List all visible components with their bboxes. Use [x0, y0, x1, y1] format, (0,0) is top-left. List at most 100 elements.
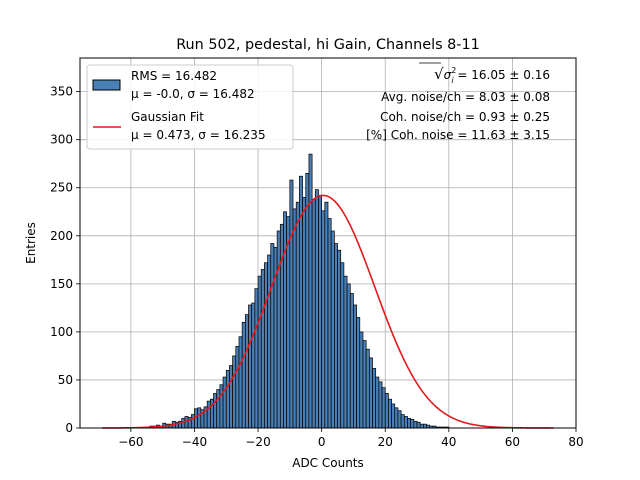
histogram-bar	[248, 304, 253, 429]
histogram-bar	[314, 189, 319, 429]
histogram-bar	[238, 336, 243, 429]
histogram-bar	[257, 275, 262, 429]
histogram-bar	[254, 288, 259, 429]
histogram-bar	[384, 393, 389, 429]
histogram-bar	[368, 357, 373, 429]
x-tick-label: 60	[505, 435, 520, 449]
avg-noise-annotation: Avg. noise/ch = 8.03 ± 0.08	[381, 90, 550, 104]
sqrt-sigma-annotation: √σ2 i = 16.05 ± 0.16	[434, 65, 550, 85]
histogram-bar	[330, 230, 335, 429]
chart-title: Run 502, pedestal, hi Gain, Channels 8-1…	[176, 37, 480, 53]
histogram-bar	[372, 368, 377, 429]
x-tick-label: 0	[318, 435, 326, 449]
legend-box	[86, 64, 294, 150]
histogram-bar	[334, 243, 338, 429]
histogram-bar	[241, 321, 246, 429]
gaussian-fit-line	[102, 194, 554, 429]
histogram-bar	[353, 304, 357, 429]
y-tick-label: 50	[58, 373, 73, 387]
histogram-bar	[346, 283, 351, 429]
histogram-bar	[337, 249, 342, 429]
legend-histogram-label: RMS = 16.482	[131, 69, 217, 83]
histogram-bar	[244, 314, 249, 429]
histogram-bar	[295, 201, 300, 429]
x-tick-label: −60	[118, 435, 143, 449]
histogram-bar	[327, 218, 332, 429]
histogram-bar	[349, 293, 354, 429]
histogram-bar	[289, 179, 294, 429]
histogram-bar	[407, 418, 412, 429]
histogram-bar	[400, 414, 405, 429]
histogram-bar	[219, 384, 224, 429]
sqrt-superscript: 2	[451, 66, 456, 75]
histogram-bar	[184, 416, 189, 429]
histogram-bar	[397, 410, 402, 429]
histogram-bars	[146, 153, 450, 429]
histogram-bar	[413, 420, 418, 429]
y-tick-label: 350	[50, 85, 73, 99]
x-axis-ticks: −60 −40 −20 0 20 40 60 80	[118, 428, 584, 449]
histogram-bar	[251, 302, 256, 429]
histogram-bar	[283, 211, 288, 429]
y-tick-label: 0	[65, 421, 73, 435]
y-tick-label: 200	[50, 229, 73, 243]
legend-fit-label: Gaussian Fit	[131, 110, 204, 124]
histogram-bar	[318, 195, 322, 429]
histogram-bar	[340, 262, 345, 429]
y-axis-label: Entries	[24, 222, 38, 264]
histogram-bar	[388, 398, 392, 429]
histogram-bar	[375, 376, 380, 429]
histogram-bar	[197, 407, 202, 429]
histogram-bar	[232, 355, 237, 429]
histogram-bar	[305, 172, 310, 429]
histogram-bar	[381, 387, 386, 429]
histogram-bar	[321, 210, 326, 429]
histogram-bar	[264, 262, 268, 429]
histogram-bar	[403, 416, 408, 429]
histogram-bar	[359, 331, 364, 429]
histogram-bar	[206, 400, 211, 429]
histogram-bar	[213, 393, 218, 429]
sqrt-subscript: i	[451, 76, 454, 85]
sqrt-value: = 16.05 ± 0.16	[454, 68, 550, 82]
x-axis-label: ADC Counts	[292, 456, 364, 470]
histogram-bar	[222, 376, 227, 429]
histogram-bar	[311, 198, 316, 429]
histogram-bar	[362, 340, 367, 429]
coh-pct-annotation: [%] Coh. noise = 11.63 ± 3.15	[366, 128, 550, 142]
legend: RMS = 16.482 μ = -0.0, σ = 16.482 Gaussi…	[86, 64, 294, 150]
histogram-bar	[292, 208, 297, 429]
sqrt-symbol: √	[434, 65, 444, 83]
histogram-bar	[391, 403, 396, 429]
x-tick-label: 40	[441, 435, 456, 449]
histogram-bar	[410, 419, 415, 429]
histogram-bar	[267, 254, 272, 429]
histogram-bar	[394, 407, 399, 429]
x-tick-label: −40	[182, 435, 207, 449]
y-tick-label: 150	[50, 277, 73, 291]
histogram-bar	[416, 421, 421, 429]
y-tick-label: 100	[50, 325, 73, 339]
x-tick-label: 20	[378, 435, 393, 449]
histogram-bar	[378, 381, 383, 429]
y-axis-ticks: 0 50 100 150 200 250 300 350	[50, 85, 80, 435]
histogram-bar	[260, 269, 265, 429]
histogram-bar	[190, 414, 195, 429]
histogram-bar	[423, 423, 427, 429]
histogram-bar	[343, 275, 348, 429]
legend-histogram-swatch	[92, 79, 121, 91]
plot-frame	[79, 57, 577, 429]
coh-noise-annotation: Coh. noise/ch = 0.93 ± 0.25	[380, 110, 550, 124]
histogram-bar	[356, 317, 361, 429]
histogram-bar	[308, 153, 313, 429]
histogram-bar	[365, 348, 370, 429]
sqrt-sigma-symbol: σ	[444, 68, 452, 82]
legend-histogram-stats: μ = -0.0, σ = 16.482	[131, 87, 255, 101]
y-tick-label: 300	[50, 133, 73, 147]
histogram-bar	[276, 230, 281, 429]
histogram-bar	[216, 389, 221, 429]
histogram-bar	[324, 201, 329, 429]
histogram-bar	[229, 365, 233, 429]
histogram-bar	[235, 345, 240, 429]
